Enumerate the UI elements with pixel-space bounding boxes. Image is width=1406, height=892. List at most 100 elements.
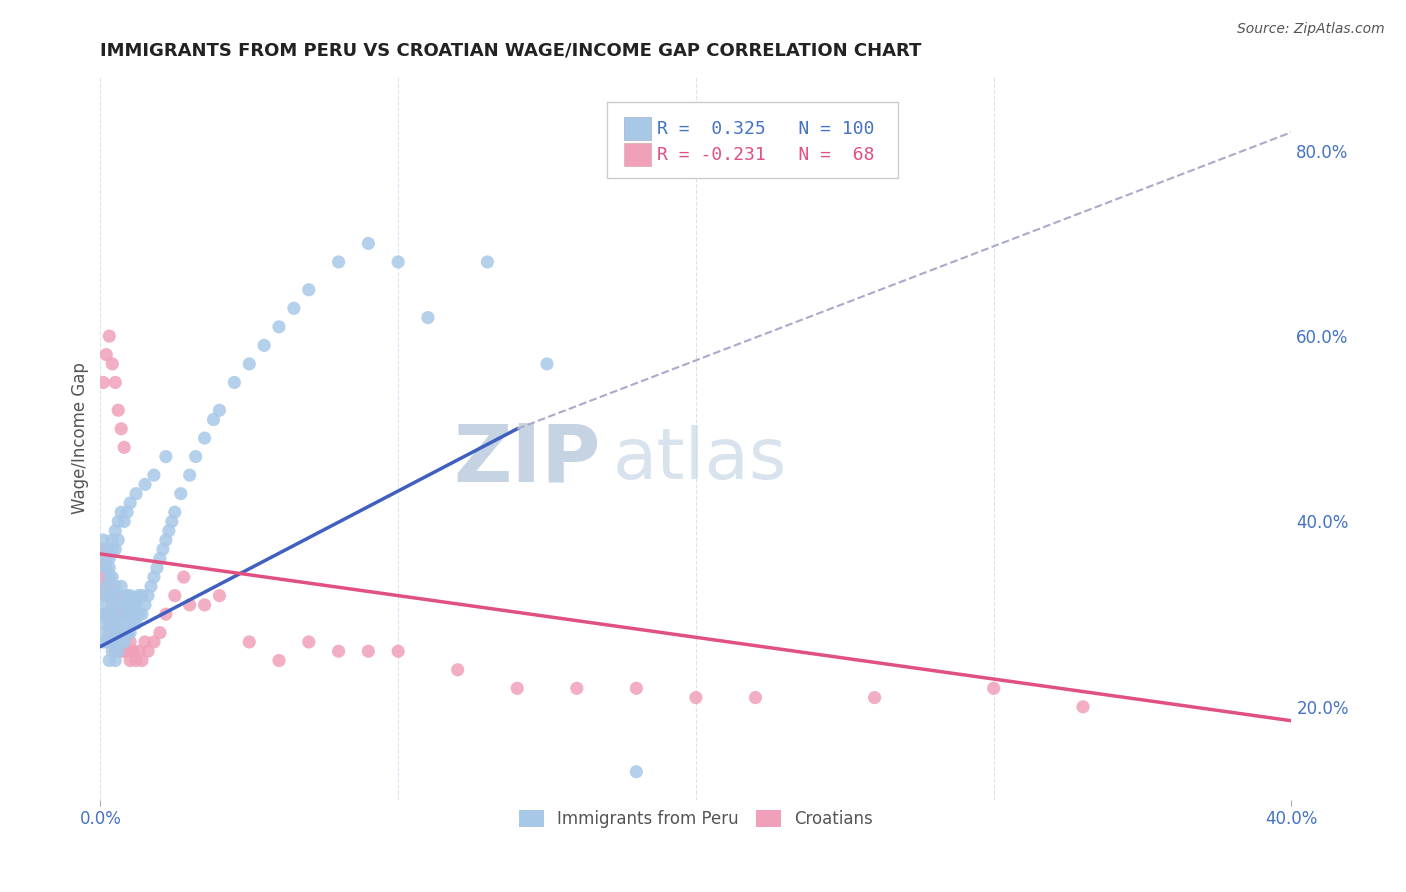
Point: [91, 376, 114, 390]
Point: [267, 319, 290, 334]
Legend: Immigrants from Peru, Croatians: Immigrants from Peru, Croatians: [512, 803, 879, 835]
Point: [110, 505, 132, 519]
Point: [115, 625, 138, 640]
Point: [155, 533, 177, 547]
Point: [283, 301, 305, 316]
Point: [626, 681, 648, 696]
Point: [112, 625, 135, 640]
Point: [120, 496, 142, 510]
Point: [104, 625, 127, 640]
Point: [96, 579, 118, 593]
Point: [328, 644, 350, 658]
Point: [101, 570, 124, 584]
Point: [155, 450, 177, 464]
Point: [208, 403, 231, 417]
Point: [238, 357, 260, 371]
Point: [107, 625, 129, 640]
Point: [194, 598, 217, 612]
Point: [152, 542, 174, 557]
Point: [104, 607, 127, 622]
Point: [98, 551, 121, 566]
Point: [387, 644, 409, 658]
Point: [163, 505, 186, 519]
Point: [131, 607, 153, 622]
Point: [98, 570, 121, 584]
Point: [98, 589, 121, 603]
Point: [136, 644, 159, 658]
Point: [157, 524, 180, 538]
Point: [122, 598, 145, 612]
FancyBboxPatch shape: [606, 102, 898, 178]
Point: [98, 625, 121, 640]
Point: [112, 644, 135, 658]
Point: [98, 616, 121, 631]
Point: [163, 589, 186, 603]
Point: [96, 607, 118, 622]
Point: [112, 635, 135, 649]
Point: [863, 690, 886, 705]
Point: [149, 551, 172, 566]
Point: [101, 542, 124, 557]
Point: [122, 644, 145, 658]
Point: [202, 412, 225, 426]
Point: [149, 625, 172, 640]
Point: [101, 644, 124, 658]
Point: [96, 551, 118, 566]
Point: [134, 598, 156, 612]
Point: [194, 431, 217, 445]
Point: [112, 515, 135, 529]
Point: [101, 579, 124, 593]
Y-axis label: Wage/Income Gap: Wage/Income Gap: [72, 362, 89, 514]
Point: [125, 486, 148, 500]
Point: [238, 635, 260, 649]
Point: [104, 653, 127, 667]
Point: [98, 329, 121, 343]
Point: [134, 477, 156, 491]
Point: [120, 607, 142, 622]
Point: [110, 616, 132, 631]
FancyBboxPatch shape: [624, 143, 651, 166]
Point: [91, 607, 114, 622]
Point: [101, 533, 124, 547]
Point: [110, 579, 132, 593]
Point: [104, 644, 127, 658]
Point: [96, 542, 118, 557]
Point: [107, 403, 129, 417]
Point: [685, 690, 707, 705]
Point: [91, 579, 114, 593]
Text: R = -0.231   N =  68: R = -0.231 N = 68: [657, 145, 875, 163]
Point: [416, 310, 439, 325]
Point: [98, 607, 121, 622]
Point: [110, 644, 132, 658]
Point: [98, 589, 121, 603]
Point: [744, 690, 766, 705]
Point: [267, 653, 290, 667]
Point: [91, 533, 114, 547]
Point: [506, 681, 529, 696]
Point: [96, 607, 118, 622]
Text: Source: ZipAtlas.com: Source: ZipAtlas.com: [1237, 22, 1385, 37]
Text: ZIP: ZIP: [453, 421, 600, 499]
Point: [107, 644, 129, 658]
Point: [142, 468, 165, 483]
Point: [96, 635, 118, 649]
Point: [91, 542, 114, 557]
Point: [128, 589, 150, 603]
Point: [131, 653, 153, 667]
Point: [107, 607, 129, 622]
Point: [101, 635, 124, 649]
Point: [115, 625, 138, 640]
Point: [983, 681, 1005, 696]
Point: [115, 644, 138, 658]
Point: [110, 607, 132, 622]
Point: [91, 589, 114, 603]
Point: [626, 764, 648, 779]
Point: [98, 561, 121, 575]
Point: [101, 607, 124, 622]
Point: [96, 625, 118, 640]
Point: [125, 616, 148, 631]
Point: [96, 348, 118, 362]
Point: [155, 607, 177, 622]
Point: [96, 598, 118, 612]
Point: [96, 589, 118, 603]
